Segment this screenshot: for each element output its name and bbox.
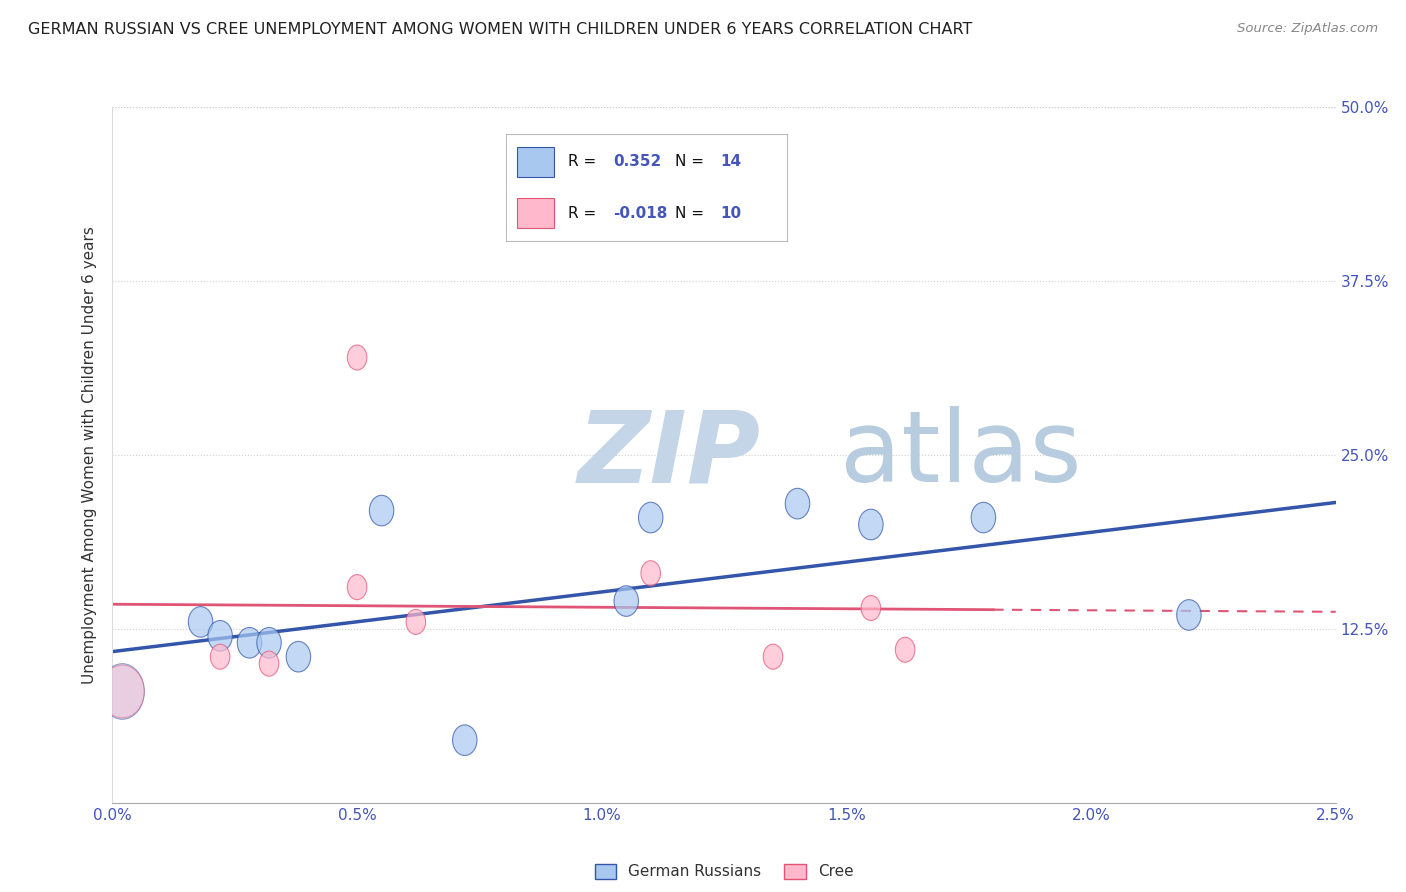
Ellipse shape (257, 627, 281, 658)
Ellipse shape (785, 488, 810, 519)
Y-axis label: Unemployment Among Women with Children Under 6 years: Unemployment Among Women with Children U… (82, 226, 97, 684)
Ellipse shape (453, 725, 477, 756)
Text: R =: R = (568, 154, 602, 169)
Ellipse shape (763, 644, 783, 669)
Ellipse shape (860, 596, 880, 621)
FancyBboxPatch shape (517, 198, 554, 228)
Ellipse shape (406, 609, 426, 634)
Text: Source: ZipAtlas.com: Source: ZipAtlas.com (1237, 22, 1378, 36)
Text: ZIP: ZIP (578, 407, 761, 503)
Ellipse shape (100, 664, 145, 719)
Ellipse shape (1177, 599, 1201, 631)
Text: N =: N = (675, 205, 709, 220)
Ellipse shape (641, 561, 661, 586)
Text: 0.352: 0.352 (613, 154, 661, 169)
Ellipse shape (211, 644, 231, 669)
FancyBboxPatch shape (517, 146, 554, 177)
Ellipse shape (972, 502, 995, 533)
Ellipse shape (347, 574, 367, 599)
Text: R =: R = (568, 205, 602, 220)
Ellipse shape (238, 627, 262, 658)
Ellipse shape (347, 345, 367, 370)
Legend: German Russians, Cree: German Russians, Cree (589, 858, 859, 886)
Ellipse shape (100, 665, 145, 718)
Text: atlas: atlas (841, 407, 1083, 503)
Text: -0.018: -0.018 (613, 205, 668, 220)
Ellipse shape (896, 637, 915, 662)
Text: GERMAN RUSSIAN VS CREE UNEMPLOYMENT AMONG WOMEN WITH CHILDREN UNDER 6 YEARS CORR: GERMAN RUSSIAN VS CREE UNEMPLOYMENT AMON… (28, 22, 973, 37)
Ellipse shape (859, 509, 883, 540)
Ellipse shape (638, 502, 664, 533)
Text: N =: N = (675, 154, 709, 169)
Ellipse shape (614, 586, 638, 616)
Ellipse shape (208, 621, 232, 651)
Ellipse shape (287, 641, 311, 672)
Text: 10: 10 (720, 205, 741, 220)
Text: 14: 14 (720, 154, 741, 169)
Ellipse shape (188, 607, 212, 637)
Ellipse shape (370, 495, 394, 526)
Ellipse shape (259, 651, 278, 676)
